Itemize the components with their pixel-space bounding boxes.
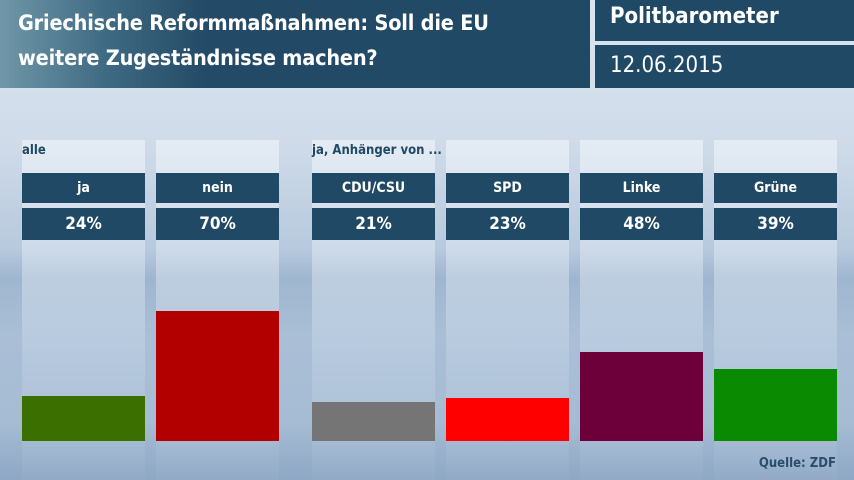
- value-label: 21%: [312, 208, 435, 240]
- bar-grüne: [714, 369, 837, 441]
- category-label: CDU/CSU: [312, 173, 435, 203]
- source-label: Quelle: ZDF: [758, 456, 836, 471]
- bar-cducsu: [312, 402, 435, 441]
- category-label: Linke: [580, 173, 703, 203]
- brand-panel: Politbarometer: [595, 0, 854, 41]
- chart-title: Griechische Reformmaßnahmen: Soll die EU…: [18, 6, 489, 76]
- group-label-all: alle: [22, 143, 46, 158]
- value-label: 39%: [714, 208, 837, 240]
- bar-ja: [22, 396, 145, 441]
- date-label: 12.06.2015: [610, 53, 724, 78]
- category-label: SPD: [446, 173, 569, 203]
- value-label: 48%: [580, 208, 703, 240]
- value-label: 70%: [156, 208, 279, 240]
- header-title-panel: Griechische Reformmaßnahmen: Soll die EU…: [0, 0, 590, 88]
- title-line-1: Griechische Reformmaßnahmen: Soll die EU: [18, 11, 489, 36]
- bar-linke: [580, 352, 703, 441]
- value-label: 23%: [446, 208, 569, 240]
- bar-nein: [156, 311, 279, 441]
- brand-label: Politbarometer: [610, 4, 779, 29]
- date-panel: 12.06.2015: [595, 45, 854, 88]
- category-label: Grüne: [714, 173, 837, 203]
- bar-spd: [446, 398, 569, 441]
- category-label: ja: [22, 173, 145, 203]
- category-label: nein: [156, 173, 279, 203]
- value-label: 24%: [22, 208, 145, 240]
- title-line-2: weitere Zugeständnisse machen?: [18, 46, 378, 71]
- group-label-supporters: ja, Anhänger von ...: [312, 143, 442, 158]
